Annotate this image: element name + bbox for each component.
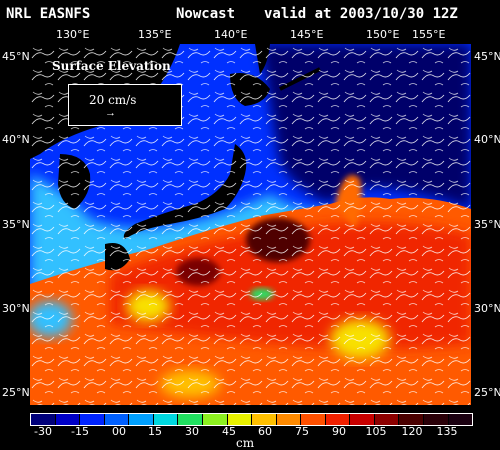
lon-label-140: 140°E <box>214 28 248 41</box>
cbar-tick-11: 135 <box>436 425 458 438</box>
model-name: NRL EASNFS <box>6 6 91 22</box>
colorbar-swatch-15 <box>399 414 424 425</box>
scale-arrow-icon: → <box>105 107 116 119</box>
colorbar-swatch-2 <box>80 414 105 425</box>
colorbar-unit: cm <box>236 436 255 450</box>
colorbar-swatch-1 <box>55 414 81 425</box>
scale-label: 20 cm/s <box>89 93 137 107</box>
colorbar-swatch-9 <box>252 414 277 425</box>
cbar-tick-3: 15 <box>148 425 162 438</box>
lat-left-45: 45°N <box>2 50 30 63</box>
lat-left-30: 30°N <box>2 302 30 315</box>
cbar-tick-6: 60 <box>258 425 272 438</box>
lat-right-30: 30°N <box>474 302 500 315</box>
colorbar-swatch-3 <box>104 414 130 425</box>
lat-right-25: 25°N <box>474 386 500 399</box>
lat-right-45: 45°N <box>474 50 500 63</box>
lat-left-40: 40°N <box>2 133 30 146</box>
cbar-tick-2: 00 <box>112 425 126 438</box>
lon-label-130: 130°E <box>56 28 90 41</box>
valid-time: valid at 2003/10/30 12Z <box>264 6 458 22</box>
ocean-field-map[interactable]: Surface Elevation 20 cm/s → <box>30 44 471 405</box>
colorbar-swatch-8 <box>227 414 253 425</box>
colorbar-swatch-13 <box>350 414 375 425</box>
colorbar-swatch-16 <box>424 414 449 425</box>
colorbar-swatch-12 <box>325 414 351 425</box>
cbar-tick-7: 75 <box>295 425 309 438</box>
lat-left-25: 25°N <box>2 386 30 399</box>
scale-box: 20 cm/s → <box>68 84 182 126</box>
colorbar-swatch-5 <box>153 414 179 425</box>
cbar-tick-9: 105 <box>365 425 387 438</box>
product-name: Nowcast <box>176 6 236 22</box>
lon-label-145: 145°E <box>290 28 324 41</box>
colorbar-swatch-11 <box>301 414 326 425</box>
colorbar-swatch-14 <box>374 414 400 425</box>
cbar-tick-1: -15 <box>71 425 89 438</box>
lat-right-40: 40°N <box>474 133 500 146</box>
colorbar-swatch-17 <box>448 414 473 425</box>
colorbar-swatch-4 <box>129 414 154 425</box>
colorbar-swatch-10 <box>276 414 302 425</box>
inset-title: Surface Elevation <box>52 59 171 73</box>
lat-left-35: 35°N <box>2 218 30 231</box>
colorbar-swatch-0 <box>31 414 56 425</box>
cbar-tick-10: 120 <box>401 425 423 438</box>
colorbar-swatch-7 <box>202 414 228 425</box>
cbar-tick-8: 90 <box>332 425 346 438</box>
lon-label-150: 150°E <box>366 28 400 41</box>
cbar-tick-4: 30 <box>185 425 199 438</box>
lon-label-155: 155°E <box>412 28 446 41</box>
colorbar-swatch-6 <box>178 414 203 425</box>
lon-label-135: 135°E <box>138 28 172 41</box>
cbar-tick-5: 45 <box>222 425 236 438</box>
lat-right-35: 35°N <box>474 218 500 231</box>
colorbar <box>30 413 473 426</box>
cbar-tick-0: -30 <box>34 425 52 438</box>
